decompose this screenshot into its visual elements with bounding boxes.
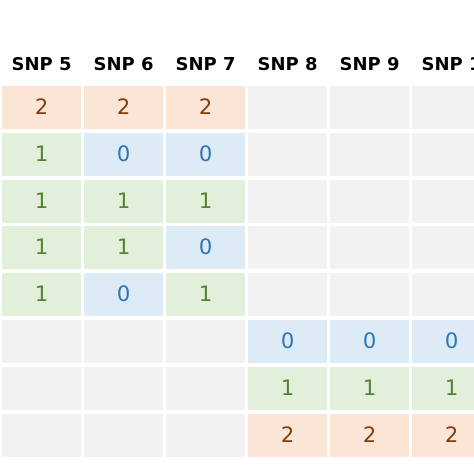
genotype-cell: 0 [84,132,163,176]
genotype-cell: 1 [248,366,327,410]
column-header: SNP 6 [93,54,154,75]
genotype-cell: 2 [248,413,327,457]
column-header: SNP 8 [257,54,318,75]
empty-cell [330,132,409,176]
empty-cell [330,179,409,223]
empty-cell [166,320,245,363]
genotype-cell: 1 [2,226,81,270]
genotype-cell: 2 [84,86,163,129]
empty-cell [330,226,409,270]
genotype-cell: 0 [166,132,245,176]
empty-cell [2,366,81,410]
column-header: SNP 7 [175,54,236,75]
genotype-cell: 2 [166,86,245,129]
genotype-cell: 1 [330,366,409,410]
empty-cell [248,86,327,129]
column-header: SNP 1 [421,54,474,75]
empty-cell [248,132,327,176]
empty-cell [248,226,327,270]
empty-cell [330,273,409,317]
genotype-cell: 1 [2,132,81,176]
empty-cell [2,413,81,457]
empty-cell [412,273,474,317]
genotype-cell: 1 [2,273,81,317]
genotype-cell: 2 [412,413,474,457]
genotype-cell: 1 [412,366,474,410]
empty-cell [248,179,327,223]
genotype-cell: 1 [2,179,81,223]
genotype-cell: 0 [84,273,163,317]
empty-cell [84,320,163,363]
genotype-cell: 1 [84,179,163,223]
column-header: SNP 5 [11,54,72,75]
empty-cell [166,366,245,410]
empty-cell [2,320,81,363]
genotype-cell: 1 [166,273,245,317]
empty-cell [412,86,474,129]
empty-cell [412,226,474,270]
empty-cell [248,273,327,317]
column-header: SNP 9 [339,54,400,75]
genotype-cell: 0 [248,320,327,363]
genotype-cell: 0 [412,320,474,363]
genotype-cell: 1 [166,179,245,223]
genotype-cell: 2 [330,413,409,457]
empty-cell [412,132,474,176]
empty-cell [166,413,245,457]
genotype-cell: 0 [330,320,409,363]
genotype-cell: 2 [2,86,81,129]
empty-cell [84,366,163,410]
empty-cell [412,179,474,223]
genotype-cell: 0 [166,226,245,270]
genotype-cell: 1 [84,226,163,270]
empty-cell [84,413,163,457]
empty-cell [330,86,409,129]
